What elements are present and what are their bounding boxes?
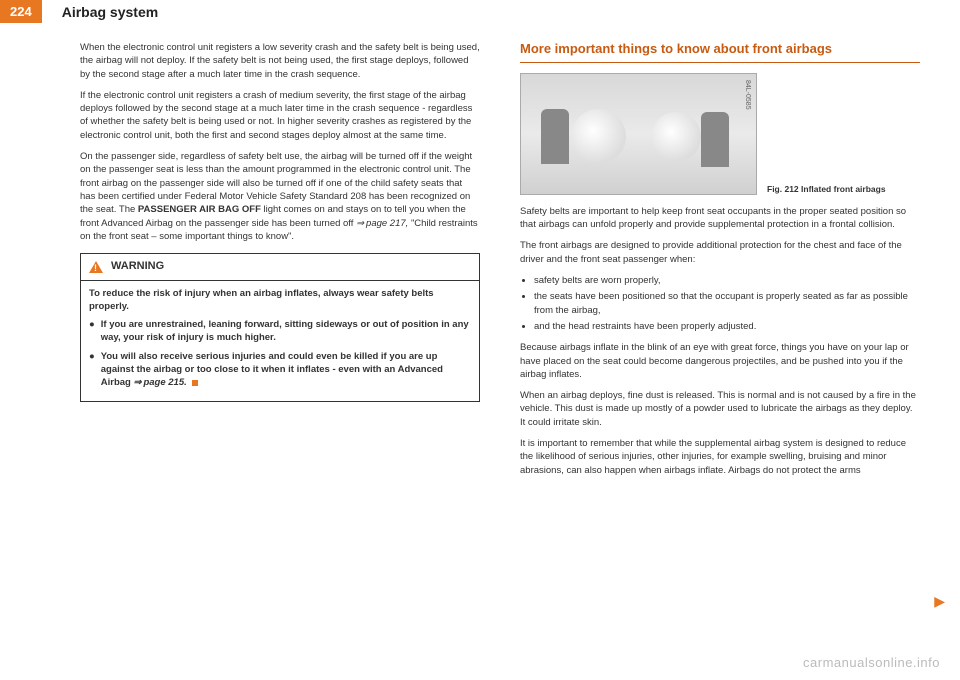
paragraph: When an airbag deploys, fine dust is rel…	[520, 389, 920, 429]
watermark: carmanualsonline.info	[803, 655, 940, 670]
paragraph: On the passenger side, regardless of saf…	[80, 150, 480, 243]
airbag-shape	[571, 109, 626, 164]
heading-rule	[520, 62, 920, 63]
bold-text: You will also receive serious injuries a…	[101, 350, 471, 390]
continue-arrow-icon: ▶	[934, 593, 945, 610]
figure-number: Fig. 212	[767, 184, 799, 194]
warning-body: To reduce the risk of injury when an air…	[81, 281, 479, 401]
figure-illustration: 84L-0585	[520, 73, 757, 195]
list-item: and the head restraints have been proper…	[534, 320, 920, 333]
paragraph: Because airbags inflate in the blink of …	[520, 341, 920, 381]
bullet-mark-icon: ●	[89, 318, 95, 345]
paragraph: It is important to remember that while t…	[520, 437, 920, 477]
bullet-mark-icon: ●	[89, 350, 95, 390]
bold-text: To reduce the risk of injury when an air…	[89, 288, 434, 312]
list-item: safety belts are worn properly,	[534, 274, 920, 287]
warning-header: WARNING	[81, 254, 479, 280]
end-square-icon	[192, 380, 198, 386]
left-column: When the electronic control unit registe…	[80, 41, 480, 485]
paragraph: The front airbags are designed to provid…	[520, 239, 920, 266]
content-area: When the electronic control unit registe…	[0, 41, 960, 485]
manual-page: 224 Airbag system When the electronic co…	[0, 0, 960, 680]
warning-bullet: ● You will also receive serious injuries…	[89, 350, 471, 390]
paragraph: Safety belts are important to help keep …	[520, 205, 920, 232]
bold-text: If you are unrestrained, leaning forward…	[101, 318, 471, 345]
airbag-shape	[651, 112, 701, 162]
bold-text: PASSENGER AIR BAG OFF	[138, 204, 261, 215]
sub-heading: More important things to know about fron…	[520, 41, 920, 58]
warning-box: WARNING To reduce the risk of injury whe…	[80, 253, 480, 401]
warning-triangle-icon	[89, 261, 103, 273]
page-reference: page 217,	[356, 218, 408, 229]
figure-wrap: 84L-0585 Fig. 212 Inflated front airbags	[520, 73, 920, 195]
warning-title: WARNING	[111, 259, 164, 274]
figure-code: 84L-0585	[742, 80, 752, 110]
seat-shape	[541, 109, 569, 164]
warning-bullet: ● If you are unrestrained, leaning forwa…	[89, 318, 471, 345]
section-title: Airbag system	[62, 4, 158, 20]
paragraph: If the electronic control unit registers…	[80, 89, 480, 142]
page-header: 224 Airbag system	[0, 0, 960, 23]
right-column: More important things to know about fron…	[520, 41, 920, 485]
bullet-list: safety belts are worn properly, the seat…	[520, 274, 920, 333]
figure-caption-text: Inflated front airbags	[801, 184, 886, 194]
figure-caption: Fig. 212 Inflated front airbags	[767, 184, 920, 195]
paragraph: When the electronic control unit registe…	[80, 41, 480, 81]
seat-shape	[701, 112, 729, 167]
page-number: 224	[0, 0, 42, 23]
list-item: the seats have been positioned so that t…	[534, 290, 920, 317]
page-reference: page 215.	[133, 377, 186, 388]
warning-text: To reduce the risk of injury when an air…	[89, 287, 471, 314]
